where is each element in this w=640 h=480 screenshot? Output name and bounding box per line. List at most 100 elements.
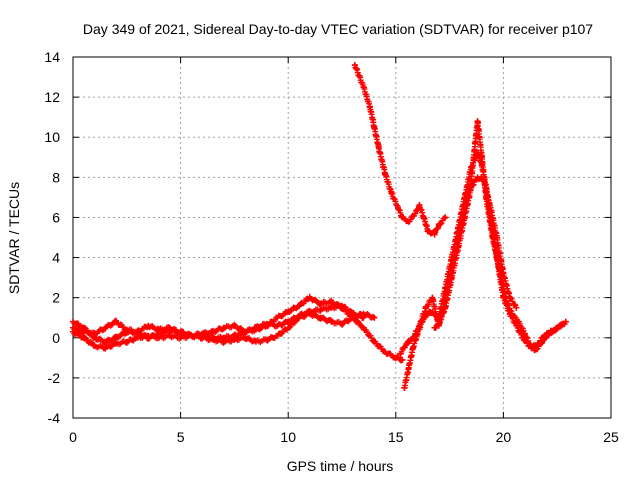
data-point	[209, 334, 216, 341]
data-point	[474, 118, 481, 125]
data-point	[339, 302, 345, 309]
x-tick-label: 0	[69, 429, 77, 445]
data-point	[401, 384, 408, 391]
y-tick-label: -2	[48, 370, 61, 386]
data-point	[392, 354, 399, 361]
x-axis-label: GPS time / hours	[287, 458, 394, 474]
data-point	[427, 308, 434, 315]
data-point	[285, 324, 292, 331]
data-point	[455, 244, 462, 251]
data-point	[474, 174, 481, 181]
data-point	[554, 324, 561, 331]
data-point	[410, 344, 417, 351]
data-point	[274, 332, 281, 339]
data-point	[113, 340, 120, 347]
data-point	[328, 304, 335, 311]
data-point	[371, 338, 378, 345]
data-point	[382, 348, 389, 355]
data-point	[431, 230, 438, 237]
data-point	[252, 338, 259, 345]
data-point	[442, 214, 449, 221]
data-point	[412, 210, 419, 217]
data-point	[429, 294, 436, 301]
data-point	[70, 318, 76, 325]
data-point	[487, 204, 494, 211]
data-point	[220, 324, 227, 331]
data-point	[351, 62, 358, 69]
data-point	[397, 350, 404, 357]
data-point	[435, 320, 442, 327]
data-point	[422, 304, 429, 311]
data-point	[416, 202, 423, 209]
y-tick-label: 12	[44, 89, 60, 105]
data-markers	[70, 62, 569, 391]
data-point	[541, 332, 548, 339]
data-point	[306, 294, 313, 301]
data-point	[328, 318, 335, 325]
data-point	[102, 344, 109, 351]
y-tick-label: 8	[52, 169, 60, 185]
data-point	[231, 332, 238, 339]
data-point	[547, 328, 554, 335]
data-point	[500, 270, 507, 277]
series-markers	[351, 62, 449, 238]
data-point	[306, 308, 313, 315]
data-point	[366, 104, 373, 111]
data-point	[425, 228, 432, 235]
data-point	[102, 324, 109, 331]
series-track-4	[351, 62, 449, 238]
data-point	[134, 334, 141, 341]
data-point	[166, 332, 173, 339]
y-axis-label: SDTVAR / TECUs	[6, 182, 22, 294]
data-point	[394, 204, 401, 211]
data-point	[382, 170, 389, 177]
data-point	[123, 338, 130, 345]
data-point	[560, 320, 567, 327]
series-track-7	[431, 174, 520, 331]
axis-ticks: 0 5 10 15 20 25 -4 -2 0 2 4 6 8 10 12 14	[44, 49, 619, 445]
data-point	[442, 304, 449, 311]
data-point	[461, 214, 468, 221]
data-point	[360, 314, 367, 321]
data-point	[339, 320, 345, 327]
data-point	[156, 334, 163, 341]
data-point	[431, 324, 438, 331]
data-point	[388, 190, 395, 197]
data-point	[177, 334, 184, 341]
data-point	[420, 214, 427, 221]
data-point	[263, 336, 270, 343]
y-tick-label: 14	[44, 49, 60, 65]
data-point	[80, 328, 87, 335]
y-tick-label: 4	[52, 250, 60, 266]
data-point	[513, 304, 520, 311]
data-point	[506, 294, 513, 301]
data-point	[317, 306, 324, 313]
data-point	[528, 344, 535, 351]
series-markers	[70, 293, 406, 364]
data-point	[91, 330, 98, 337]
data-point	[102, 338, 109, 345]
data-point	[295, 312, 302, 319]
data-point	[509, 310, 516, 317]
data-point	[375, 144, 382, 151]
data-point	[80, 334, 87, 341]
data-point	[493, 234, 500, 241]
data-point	[156, 326, 163, 333]
data-point	[242, 328, 249, 335]
data-point	[231, 322, 238, 329]
y-tick-label: 0	[52, 330, 60, 346]
data-point	[199, 330, 206, 337]
y-tick-label: 6	[52, 209, 60, 225]
data-point	[435, 222, 442, 229]
data-point	[399, 214, 406, 221]
data-point	[285, 318, 292, 325]
x-tick-label: 15	[388, 429, 404, 445]
y-tick-label: -4	[48, 410, 61, 426]
data-point	[416, 322, 423, 329]
data-point	[410, 334, 417, 341]
data-point	[405, 364, 412, 371]
data-point	[285, 308, 292, 315]
series-track-1	[70, 293, 406, 364]
x-tick-label: 25	[603, 429, 619, 445]
data-point	[399, 356, 406, 363]
